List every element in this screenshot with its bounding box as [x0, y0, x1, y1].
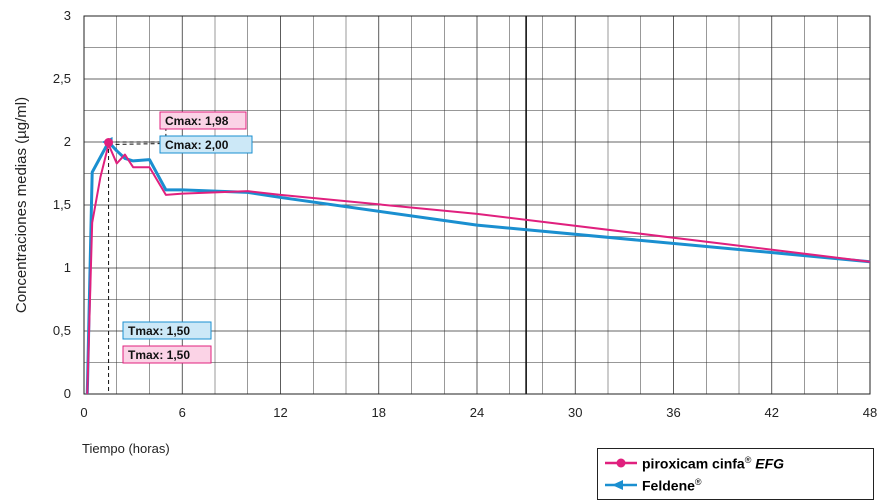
piroxicam-peak-marker: [104, 138, 114, 148]
series-markers: [101, 137, 114, 148]
x-tick-label: 0: [80, 405, 87, 420]
y-tick-labels: 0 0,5 1 1,5 2 2,5 3: [53, 8, 71, 401]
y-tick-label: 2: [64, 134, 71, 149]
annotation-boxes: Cmax: 1,98 Cmax: 2,00 Tmax: 1,50 Tmax: 1,50: [122, 111, 253, 364]
y-tick-label: 3: [64, 8, 71, 23]
annotation-box-tmax: [122, 321, 212, 340]
x-tick-label: 42: [765, 405, 779, 420]
series-line-feldene: [85, 140, 871, 395]
annotation-box-cmax: [159, 135, 253, 154]
series-layer: [85, 140, 871, 395]
legend-line-blue: [605, 480, 637, 490]
x-tick-label: 12: [273, 405, 287, 420]
x-tick-label: 18: [372, 405, 386, 420]
annotation-box-cmax: [159, 111, 247, 130]
plot-frame: [83, 15, 871, 395]
x-tick-labels: 0 6 12 18 24 30 36 42 48: [80, 405, 877, 420]
legend-label-feldene: Feldene®: [642, 476, 702, 494]
x-tick-label: 36: [666, 405, 680, 420]
annotation-box-tmax: [122, 345, 212, 364]
x-tick-label: 30: [568, 405, 582, 420]
x-tick-label: 6: [179, 405, 186, 420]
annotation-text-cmax: Cmax: 1,98: [165, 114, 229, 128]
y-tick-label: 1,5: [53, 197, 71, 212]
legend-label-piroxicam: piroxicam cinfa® EFG: [642, 454, 785, 472]
annotation-text-cmax: Cmax: 2,00: [165, 138, 229, 152]
y-tick-label: 0: [64, 386, 71, 401]
x-tick-label: 48: [863, 405, 877, 420]
x-axis-label: Tiempo (horas): [82, 441, 170, 456]
legend-item-feldene: Feldene®: [604, 475, 702, 495]
y-axis-label: Concentraciones medias (µg/ml): [13, 97, 30, 313]
y-tick-label: 2,5: [53, 71, 71, 86]
y-tick-label: 0,5: [53, 323, 71, 338]
y-tick-label: 1: [64, 260, 71, 275]
annotation-text-tmax: Tmax: 1,50: [128, 348, 190, 362]
annotation-text-tmax: Tmax: 1,50: [128, 324, 190, 338]
legend-item-piroxicam: piroxicam cinfa® EFG: [604, 453, 784, 473]
series-line-piroxicam: [86, 143, 871, 395]
legend: piroxicam cinfa® EFG Feldene®: [597, 448, 874, 500]
x-tick-label: 24: [470, 405, 484, 420]
legend-line-pink: [605, 458, 637, 468]
